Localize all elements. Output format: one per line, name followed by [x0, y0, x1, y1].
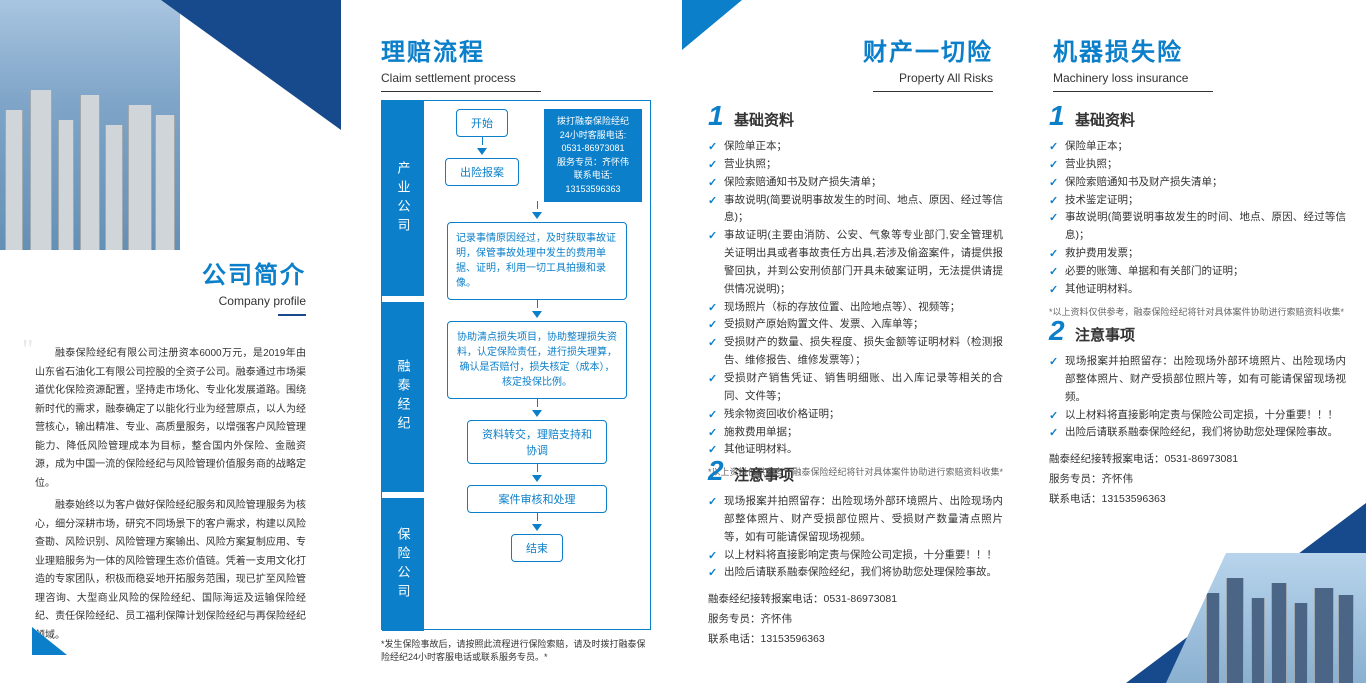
list-item: 施救费用单据； — [708, 424, 1003, 442]
list-item: 受损财产的数量、损失程度、损失金额等证明材料（检测报告、维修报告、维修发票等）； — [708, 334, 1003, 370]
profile-body: 融泰保险经纪有限公司注册资本6000万元，是2019年由山东省石油化工有限公司控… — [35, 345, 306, 649]
machinery-loss-panel: 机器损失险 Machinery loss insurance 1 基础资料 保险… — [1023, 0, 1366, 683]
claim-title-en: Claim settlement process — [381, 71, 541, 85]
list-item: 保险单正本； — [708, 138, 1003, 156]
list-item: 出险后请联系融泰保险经纪，我们将协助您处理保险事故。 — [708, 564, 1003, 582]
list-item: 事故说明(简要说明事故发生的时间、地点、原因、经过等信息)； — [1049, 209, 1346, 245]
flow-label-1: 产业公司 — [382, 101, 424, 296]
claim-header: 理赔流程 Claim settlement process — [381, 32, 541, 92]
ml-section-1: 1 基础资料 保险单正本；营业执照；保险索赔通知书及财产损失清单；技术鉴定证明；… — [1049, 100, 1346, 318]
title-underline — [278, 314, 306, 316]
ml-contact: 融泰经纪接转报案电话：0531-86973081 服务专员：齐怀伟 联系电话：1… — [1049, 450, 1346, 510]
par-list-2: 现场报案并拍照留存：出险现场外部环境照片、出险现场内部整体照片、财产受损部位照片… — [708, 493, 1003, 582]
profile-title-block: 公司简介 Company profile — [202, 255, 306, 316]
property-all-risks-panel: 财产一切险 Property All Risks 1 基础资料 保险单正本；营业… — [682, 0, 1023, 683]
list-item: 技术鉴定证明； — [1049, 192, 1346, 210]
claim-process-panel: 理赔流程 Claim settlement process 产业公司 融泰经纪 … — [341, 0, 682, 683]
list-item: 必要的账簿、单据和有关部门的证明； — [1049, 263, 1346, 281]
list-item: 以上材料将直接影响定责与保险公司定损，十分重要！！！ — [1049, 407, 1346, 425]
par-contact: 融泰经纪接转报案电话：0531-86973081 服务专员：齐怀伟 联系电话：1… — [708, 590, 1003, 650]
ml-header: 机器损失险 Machinery loss insurance — [1053, 32, 1213, 92]
industrial-photo — [0, 0, 180, 250]
flow-footnote: *发生保险事故后，请按照此流程进行保险索赔，请及时拨打融泰保险经纪24小时客服电… — [381, 638, 652, 663]
section-number: 2 — [708, 455, 724, 487]
ml-title-en: Machinery loss insurance — [1053, 71, 1213, 85]
quote-mark-icon: " — [22, 335, 33, 367]
list-item: 出险后请联系融泰保险经纪，我们将协助您处理保险事故。 — [1049, 424, 1346, 442]
section-number: 2 — [1049, 315, 1065, 347]
flow-step-end: 结束 — [511, 534, 563, 562]
company-profile-panel: 公司简介 Company profile " 融泰保险经纪有限公司注册资本600… — [0, 0, 341, 683]
flowchart-right: 拨打融泰保险经纪 24小时客服电话: 0531-86973081 服务专员：齐怀… — [424, 101, 650, 629]
list-item: 现场照片（标的存放位置、出险地点等）、视频等； — [708, 299, 1003, 317]
list-item: 受损财产销售凭证、销售明细账、出入库记录等相关的合同、文件等； — [708, 370, 1003, 406]
triangle-decor-bottom — [32, 627, 67, 655]
profile-para2: 融泰始终以为客户做好保险经纪服务和风险管理服务为核心，细分深耕市场，研究不同场景… — [35, 497, 306, 645]
list-item: 现场报案并拍照留存：出险现场外部环境照片、出险现场内部整体照片、财产受损部位照片… — [1049, 353, 1346, 407]
triangle-decor-top — [161, 0, 341, 130]
ml-title-zh: 机器损失险 — [1053, 32, 1213, 67]
section-title: 基础资料 — [734, 109, 794, 130]
flow-step-transfer: 资料转交，理赔支持和协调 — [467, 420, 607, 464]
flowchart-container: 产业公司 融泰经纪 保险公司 拨打融泰保险经纪 24小时客服电话: 0531-8… — [381, 100, 651, 630]
header-underline — [873, 91, 993, 92]
list-item: 受损财产原始购置文件、发票、入库单等； — [708, 316, 1003, 334]
section-title: 注意事项 — [734, 464, 794, 485]
claim-title-zh: 理赔流程 — [381, 32, 541, 67]
flow-label-2: 融泰经纪 — [382, 302, 424, 492]
list-item: 事故证明(主要由消防、公安、气象等专业部门,安全管理机关证明出具或者事故责任方出… — [708, 227, 1003, 298]
ml-list-1: 保险单正本；营业执照；保险索赔通知书及财产损失清单；技术鉴定证明；事故说明(简要… — [1049, 138, 1346, 299]
header-underline — [381, 91, 541, 92]
list-item: 保险索赔通知书及财产损失清单； — [1049, 174, 1346, 192]
profile-title-en: Company profile — [202, 294, 306, 308]
list-item: 其他证明材料。 — [1049, 281, 1346, 299]
flow-step-start: 开始 — [456, 109, 508, 137]
par-title-en: Property All Risks — [863, 71, 993, 85]
list-item: 以上材料将直接影响定责与保险公司定损，十分重要！！！ — [708, 547, 1003, 565]
section-title: 注意事项 — [1075, 324, 1135, 345]
profile-para1: 融泰保险经纪有限公司注册资本6000万元，是2019年由山东省石油化工有限公司控… — [35, 345, 306, 493]
section-number: 1 — [1049, 100, 1065, 132]
flow-step-assess: 协助清点损失项目，协助整理损失资料，认定保险责任，进行损失理算，确认是否赔付，损… — [447, 321, 627, 399]
par-section-2: 2 注意事项 现场报案并拍照留存：出险现场外部环境照片、出险现场内部整体照片、财… — [708, 455, 1003, 650]
ml-section-2: 2 注意事项 现场报案并拍照留存：出险现场外部环境照片、出险现场内部整体照片、财… — [1049, 315, 1346, 510]
flow-label-3: 保险公司 — [382, 498, 424, 631]
list-item: 营业执照； — [1049, 156, 1346, 174]
profile-title-zh: 公司简介 — [202, 255, 306, 290]
header-underline — [1053, 91, 1213, 92]
par-header: 财产一切险 Property All Risks — [863, 32, 993, 92]
list-item: 保险单正本； — [1049, 138, 1346, 156]
flow-step-report: 出险报案 — [445, 158, 519, 186]
par-section-1: 1 基础资料 保险单正本；营业执照；保险索赔通知书及财产损失清单；事故说明(简要… — [708, 100, 1003, 478]
par-title-zh: 财产一切险 — [863, 32, 993, 67]
section-number: 1 — [708, 100, 724, 132]
flow-step-record: 记录事情原因经过，及时获取事故证明，保管事故处理中发生的费用单据、证明，利用一切… — [447, 222, 627, 300]
ml-list-2: 现场报案并拍照留存：出险现场外部环境照片、出险现场内部整体照片、财产受损部位照片… — [1049, 353, 1346, 442]
flowchart-left-labels: 产业公司 融泰经纪 保险公司 — [382, 101, 424, 629]
list-item: 营业执照； — [708, 156, 1003, 174]
list-item: 残余物资回收价格证明； — [708, 406, 1003, 424]
list-item: 救护费用发票； — [1049, 245, 1346, 263]
par-list-1: 保险单正本；营业执照；保险索赔通知书及财产损失清单；事故说明(简要说明事故发生的… — [708, 138, 1003, 459]
flow-step-review: 案件审核和处理 — [467, 485, 607, 513]
section-title: 基础资料 — [1075, 109, 1135, 130]
list-item: 现场报案并拍照留存：出险现场外部环境照片、出险现场内部整体照片、财产受损部位照片… — [708, 493, 1003, 547]
list-item: 事故说明(简要说明事故发生的时间、地点、原因、经过等信息)； — [708, 192, 1003, 228]
list-item: 保险索赔通知书及财产损失清单； — [708, 174, 1003, 192]
triangle-decor — [682, 0, 742, 50]
contact-box: 拨打融泰保险经纪 24小时客服电话: 0531-86973081 服务专员：齐怀… — [544, 109, 642, 202]
